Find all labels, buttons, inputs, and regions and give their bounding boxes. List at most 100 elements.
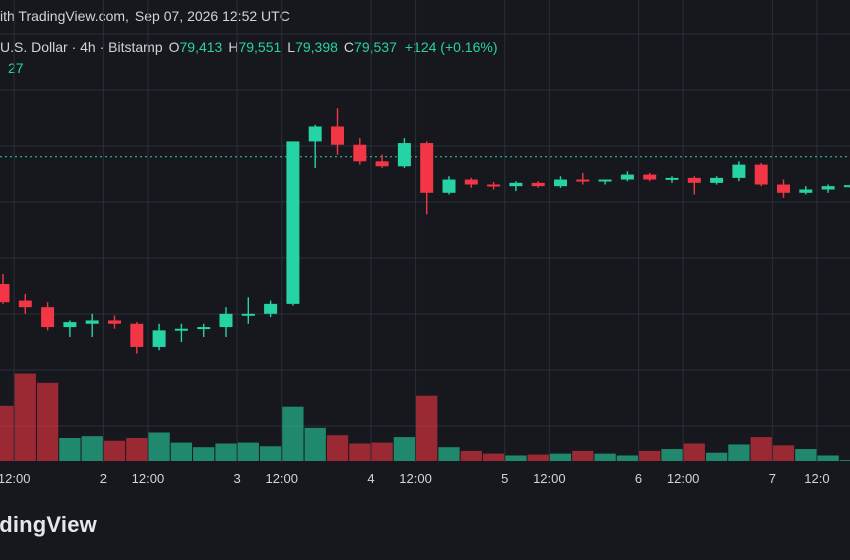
candle-body: [687, 177, 701, 183]
x-tick-label: 12:00: [0, 471, 30, 486]
volume-bar: [393, 437, 416, 461]
candle-body: [420, 143, 434, 193]
x-tick-label: 12:00: [399, 471, 432, 486]
symbol-info: U.S. Dollar · 4h · Bitstamp: [0, 39, 163, 55]
volume-bar: [817, 455, 839, 461]
candle-body: [843, 185, 850, 188]
volume-bar: [148, 432, 170, 461]
close-label: C: [343, 39, 355, 55]
volume-bar: [460, 450, 482, 461]
candle-body: [531, 182, 545, 187]
volume-bar: [728, 444, 750, 461]
published-date: Sep 07, 2026 12:52 UTC: [134, 8, 290, 24]
volume-bar: [237, 442, 259, 461]
candle-body: [241, 313, 255, 316]
x-tick-label: 12:0: [804, 471, 829, 486]
candle-body: [397, 143, 411, 167]
candle-body: [464, 179, 478, 185]
volume-bar: [639, 450, 661, 461]
candle-body: [18, 300, 32, 308]
x-tick-label: 12:00: [667, 471, 700, 486]
volume-bar: [772, 445, 795, 461]
volume-bar: [549, 453, 572, 461]
volume-bar: [215, 443, 237, 461]
candle-body: [777, 184, 790, 193]
candle-body: [286, 141, 300, 304]
volume-bar: [326, 435, 349, 461]
open-value: 79,413: [179, 39, 223, 55]
candle-body: [821, 186, 835, 190]
x-tick-label: 12:00: [533, 471, 566, 486]
volume-bar: [594, 453, 616, 461]
volume-bar: [14, 373, 36, 461]
ohlc-legend: U.S. Dollar · 4h · Bitstamp O 79,413 H 79,…: [0, 38, 497, 56]
volume-bar: [505, 455, 527, 461]
candle-body: [754, 164, 768, 185]
candle-body: [598, 179, 612, 182]
candle-body: [174, 328, 188, 331]
low-label: L: [287, 39, 296, 55]
candle-body: [487, 184, 501, 187]
volume-bar: [36, 382, 59, 461]
candle-body: [219, 313, 233, 328]
volume-bar: [193, 447, 215, 461]
candle-body: [130, 323, 144, 347]
volume-bar: [103, 440, 126, 461]
x-tick-label: 2: [100, 471, 107, 486]
change-value: +124 (+0.16%): [404, 39, 498, 55]
volume-bar: [750, 437, 772, 461]
candle-body: [732, 164, 746, 178]
candle-body: [643, 174, 657, 180]
volume-bar: [705, 452, 728, 461]
candle-body: [63, 322, 77, 328]
x-tick-label: 7: [769, 471, 776, 486]
volume-indicator-value: 27: [8, 60, 24, 76]
volume-bar: [126, 438, 148, 461]
candle-body: [0, 283, 10, 303]
x-tick-label: 3: [234, 471, 241, 486]
volume-bar: [371, 442, 393, 461]
volume-bar: [482, 453, 505, 461]
volume-bar: [59, 438, 81, 461]
published-text: ith TradingView.com,: [0, 8, 129, 24]
candle-body: [442, 179, 456, 193]
volume-bar: [572, 450, 594, 461]
candle-body: [331, 126, 344, 145]
volume-bar: [259, 446, 282, 461]
publish-line: ith TradingView.com, Sep 07, 2026 12:52 …: [0, 8, 290, 26]
candle-body: [264, 303, 278, 314]
volume-bar: [438, 447, 460, 461]
volume-bar: [0, 405, 14, 461]
candle-body: [665, 177, 679, 180]
candle-body: [308, 126, 322, 142]
candle-body: [554, 179, 567, 187]
volume-bar: [170, 442, 193, 461]
volume-bar: [616, 455, 639, 461]
volume-bar: [416, 395, 438, 461]
volume-bar: [81, 436, 103, 461]
volume-bar: [527, 454, 549, 461]
low-value: 79,398: [295, 39, 338, 55]
candle-body: [108, 320, 121, 324]
open-label: O: [168, 39, 180, 55]
candle-body: [41, 307, 55, 328]
candle-body: [576, 179, 590, 182]
candle-body: [799, 189, 813, 193]
candle-body: [375, 161, 389, 167]
candle-body: [197, 327, 211, 330]
candle-body: [353, 144, 367, 162]
candle-body: [152, 330, 166, 347]
volume-bar: [683, 443, 705, 461]
x-tick-label: 5: [501, 471, 508, 486]
volume-bar: [282, 406, 304, 461]
high-value: 79,551: [238, 39, 282, 55]
close-value: 79,537: [354, 39, 397, 55]
high-label: H: [228, 39, 239, 55]
volume-bar: [349, 443, 371, 461]
tradingview-logo: radingView: [0, 512, 97, 537]
candle-body: [85, 320, 99, 324]
x-tick-label: 12:00: [265, 471, 298, 486]
x-tick-label: 6: [635, 471, 642, 486]
candle-body: [509, 182, 523, 187]
